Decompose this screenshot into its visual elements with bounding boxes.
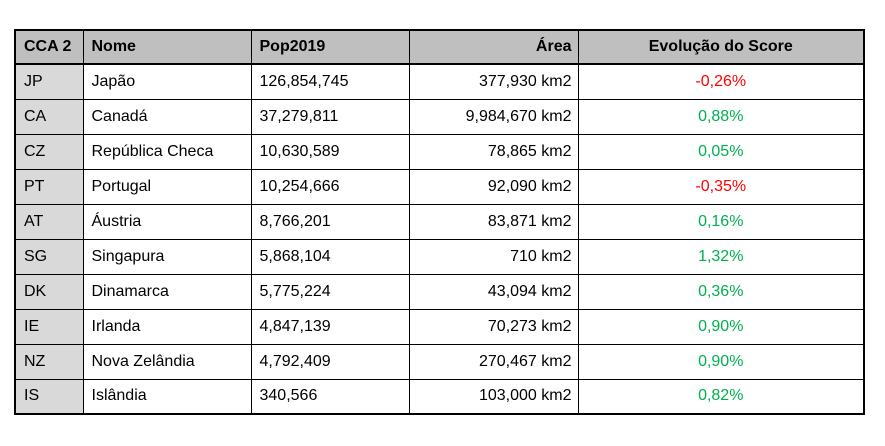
cell-cca2: PT (14, 168, 84, 205)
country-score-table: CCA 2 Nome Pop2019 Área Evolução do Score JP… (14, 29, 865, 415)
table-body: JP Japão 126,854,745 377,930 km2 -0,26% CA Can… (14, 63, 865, 415)
cell-pop2019: 4,847,139 (250, 308, 410, 345)
cell-score: -0,35% (577, 168, 865, 205)
cell-pop2019: 4,792,409 (250, 343, 410, 380)
table-row: PT Portugal 10,254,666 92,090 km2 -0,35% (14, 168, 865, 205)
cell-pop2019: 126,854,745 (250, 63, 410, 100)
cell-cca2: IE (14, 308, 84, 345)
cell-area: 92,090 km2 (408, 168, 579, 205)
cell-nome: Irlanda (82, 308, 252, 345)
cell-area: 83,871 km2 (408, 203, 579, 240)
cell-nome: Dinamarca (82, 273, 252, 310)
table-row: IE Irlanda 4,847,139 70,273 km2 0,90% (14, 308, 865, 345)
column-header-cca2: CCA 2 (14, 29, 84, 65)
cell-nome: Canadá (82, 98, 252, 135)
table-row: IS Islândia 340,566 103,000 km2 0,82% (14, 378, 865, 415)
cell-pop2019: 10,630,589 (250, 133, 410, 170)
cell-area: 377,930 km2 (408, 63, 579, 100)
cell-pop2019: 5,775,224 (250, 273, 410, 310)
cell-cca2: CZ (14, 133, 84, 170)
cell-score: 0,36% (577, 273, 865, 310)
cell-nome: Portugal (82, 168, 252, 205)
cell-pop2019: 10,254,666 (250, 168, 410, 205)
cell-score: 0,82% (577, 378, 865, 415)
cell-nome: Singapura (82, 238, 252, 275)
table-row: CZ República Checa 10,630,589 78,865 km2 0,0… (14, 133, 865, 170)
cell-score: 0,90% (577, 343, 865, 380)
cell-pop2019: 340,566 (250, 378, 410, 415)
cell-pop2019: 5,868,104 (250, 238, 410, 275)
cell-cca2: JP (14, 63, 84, 100)
table-row: SG Singapura 5,868,104 710 km2 1,32% (14, 238, 865, 275)
table-row: DK Dinamarca 5,775,224 43,094 km2 0,36% (14, 273, 865, 310)
table-row: CA Canadá 37,279,811 9,984,670 km2 0,88% (14, 98, 865, 135)
cell-score: 1,32% (577, 238, 865, 275)
cell-cca2: AT (14, 203, 84, 240)
header-row: CCA 2 Nome Pop2019 Área Evolução do Score (14, 29, 865, 65)
cell-area: 9,984,670 km2 (408, 98, 579, 135)
cell-nome: Islândia (82, 378, 252, 415)
column-header-pop2019: Pop2019 (250, 29, 410, 65)
cell-nome: República Checa (82, 133, 252, 170)
cell-score: 0,90% (577, 308, 865, 345)
cell-nome: Japão (82, 63, 252, 100)
table-header: CCA 2 Nome Pop2019 Área Evolução do Score (14, 29, 865, 65)
cell-area: 270,467 km2 (408, 343, 579, 380)
cell-score: 0,88% (577, 98, 865, 135)
cell-score: -0,26% (577, 63, 865, 100)
table-row: AT Áustria 8,766,201 83,871 km2 0,16% (14, 203, 865, 240)
cell-cca2: NZ (14, 343, 84, 380)
cell-area: 70,273 km2 (408, 308, 579, 345)
cell-score: 0,16% (577, 203, 865, 240)
column-header-area: Área (408, 29, 579, 65)
cell-area: 78,865 km2 (408, 133, 579, 170)
table-row: JP Japão 126,854,745 377,930 km2 -0,26% (14, 63, 865, 100)
cell-nome: Nova Zelândia (82, 343, 252, 380)
cell-nome: Áustria (82, 203, 252, 240)
cell-area: 710 km2 (408, 238, 579, 275)
cell-area: 103,000 km2 (408, 378, 579, 415)
cell-cca2: IS (14, 378, 84, 415)
cell-cca2: CA (14, 98, 84, 135)
cell-pop2019: 8,766,201 (250, 203, 410, 240)
cell-score: 0,05% (577, 133, 865, 170)
cell-area: 43,094 km2 (408, 273, 579, 310)
cell-cca2: DK (14, 273, 84, 310)
cell-cca2: SG (14, 238, 84, 275)
column-header-nome: Nome (82, 29, 252, 65)
cell-pop2019: 37,279,811 (250, 98, 410, 135)
column-header-score: Evolução do Score (577, 29, 865, 65)
table-row: NZ Nova Zelândia 4,792,409 270,467 km2 0,90% (14, 343, 865, 380)
